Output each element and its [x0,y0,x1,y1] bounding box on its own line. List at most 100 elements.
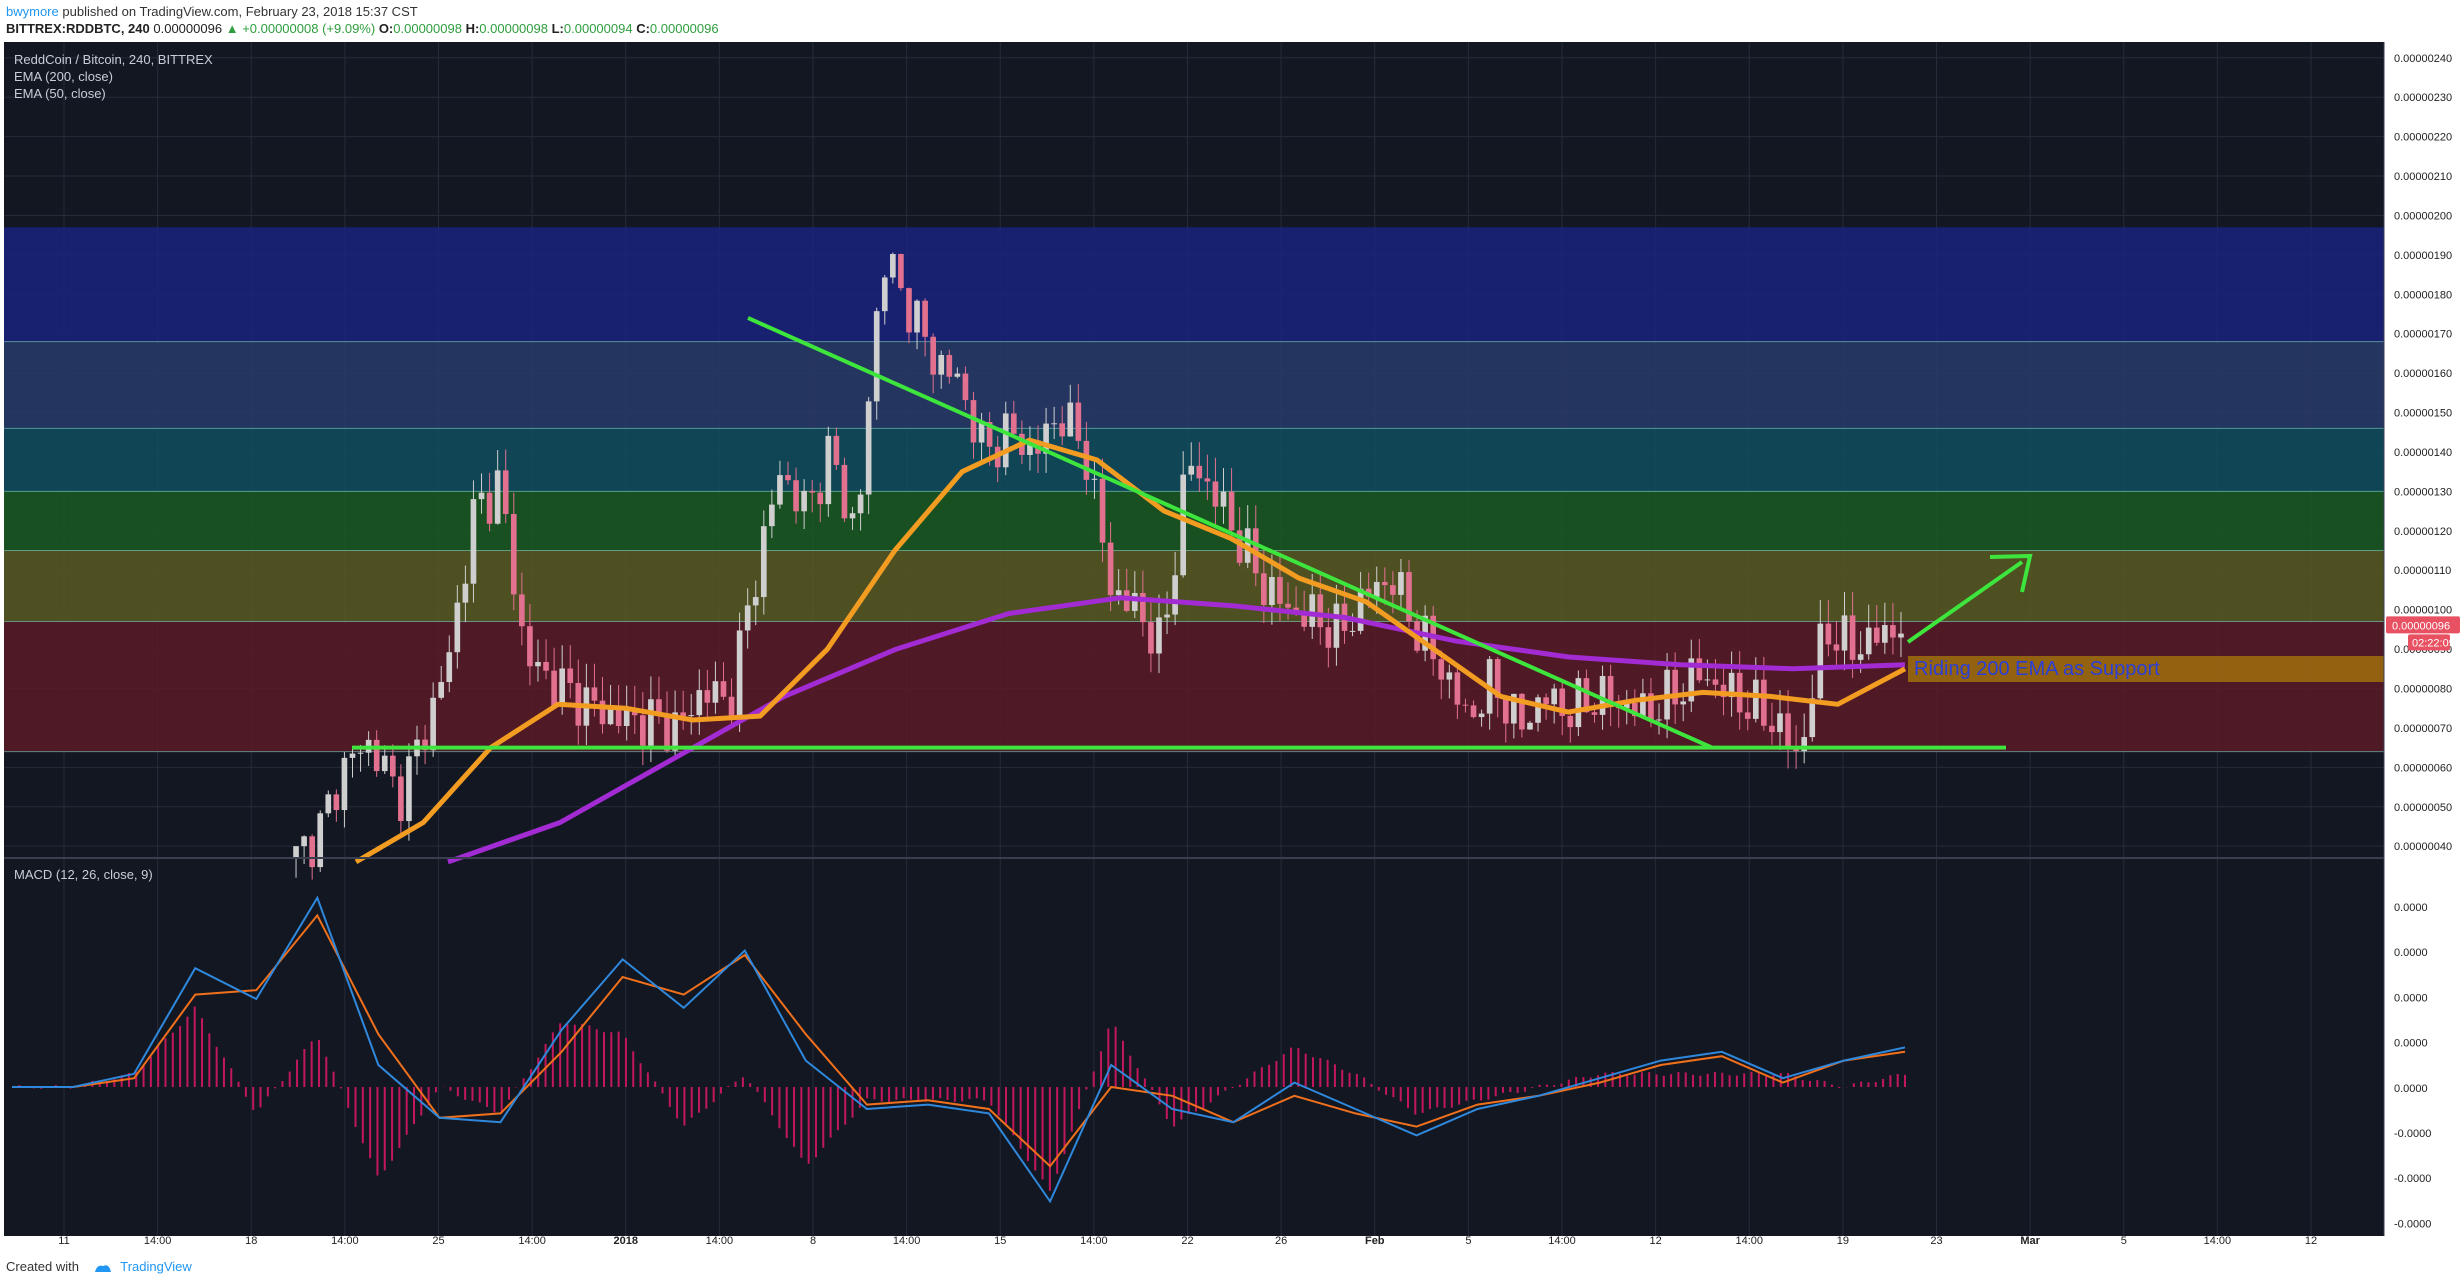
candle-body [478,492,485,500]
candle-body [849,513,856,519]
candle-body [1656,719,1662,721]
time-tick-label: 12 [2305,1235,2317,1247]
candle-body [688,715,695,717]
candle-body [1107,542,1114,596]
ohlc-open: 0.00000098 [393,21,462,36]
candle-body [317,813,324,868]
candle-body [704,690,711,703]
time-tick-label: 25 [432,1235,444,1247]
candle-body [873,311,880,402]
countdown-tag [2408,634,2450,651]
candle-body [1599,676,1606,715]
candles [293,252,1904,880]
candle-body [1761,679,1767,726]
candle-body [1882,625,1888,643]
price-axis: 0.00000240 0.00000230 0.00000220 0.00000210… [2386,53,2460,1230]
macd-tick-label: 0.0000 [2394,1083,2428,1095]
price-tick-label: 0.00000210 [2394,171,2452,183]
candle-body [1051,423,1057,425]
candle-body [640,715,646,746]
candle-body [857,494,864,514]
candle-body [1809,698,1816,738]
candle-body [728,696,735,719]
candle-body [1817,623,1824,699]
candle-body [1720,684,1727,698]
candle-body [494,470,501,524]
time-tick-label: 14:00 [1080,1235,1108,1247]
price-tick-label: 0.00000120 [2394,526,2452,538]
candle-body [1390,585,1396,595]
time-tick-label: 8 [810,1235,816,1247]
time-tick-label: 14:00 [1548,1235,1576,1247]
candle-body [1712,679,1719,685]
time-tick-label: 23 [1930,1235,1942,1247]
candle-body [1196,465,1203,479]
candle-body [736,630,743,719]
candle-body [930,336,936,375]
candle-body [1172,575,1178,615]
ohlc-open-label: O: [378,21,394,36]
candle-body [1454,672,1461,705]
candle-body [970,400,977,443]
candle-body [607,708,614,725]
candle-body [1519,693,1525,730]
tradingview-link[interactable]: TradingView [120,1259,192,1274]
candle-body [1511,693,1517,724]
candle-body [398,776,404,822]
candle-body [1865,627,1872,655]
price-tick-label: 0.00000230 [2394,92,2452,104]
resistance-trendline [747,316,1713,750]
candle-body [954,373,961,377]
current-price-label: 0.00000096 [2392,620,2450,632]
candle-body [1502,697,1509,724]
candle-body [1091,478,1098,480]
candle-body [502,470,509,514]
candle-body [978,422,985,443]
candle-body [309,836,315,868]
candle-body [841,464,848,519]
drawings: Riding 200 EMA as Support [352,316,2384,750]
candle-body [1285,603,1291,608]
candle-body [1543,697,1549,705]
candle-body [1857,654,1864,660]
candle-body [656,699,662,714]
candle-body [519,594,525,627]
candle-body [1373,581,1380,597]
fib-zone [4,227,2384,342]
time-tick-label: Feb [1365,1235,1385,1247]
candle-body [1099,478,1106,543]
candle-body [922,300,928,337]
candle-body [446,652,453,683]
candle-body [1527,722,1533,730]
candle-body [1462,704,1469,706]
macd-tick-label: 0.0000 [2394,1038,2428,1050]
candle-body [341,757,348,811]
candle-body [357,752,364,754]
candle-body [389,755,396,777]
candle-body [1696,658,1703,681]
candle-body [664,713,670,751]
candle-body [1898,633,1904,638]
candle-body [1043,423,1049,454]
candle-body [301,836,307,847]
price-tick-label: 0.00000070 [2394,723,2452,735]
candle-body [1349,630,1356,632]
candle-body [1398,572,1404,595]
candle-body [672,712,678,751]
time-tick-label: 5 [2121,1235,2127,1247]
candle-body [1631,703,1638,717]
candle-body [535,661,541,667]
price-tick-label: 0.00000140 [2394,447,2452,459]
author-link[interactable]: bwymore [6,4,59,19]
candle-body [486,492,493,524]
macd-tick-label: -0.0000 [2394,1128,2431,1140]
candle-body [986,422,993,447]
candle-body [1752,679,1759,719]
last-price: 0.00000096 [153,21,223,36]
tradingview-logo-icon [94,1264,111,1272]
fib-zones [4,227,2384,753]
candle-body [809,490,816,493]
time-tick-label: 15 [994,1235,1006,1247]
candle-body [825,435,832,505]
